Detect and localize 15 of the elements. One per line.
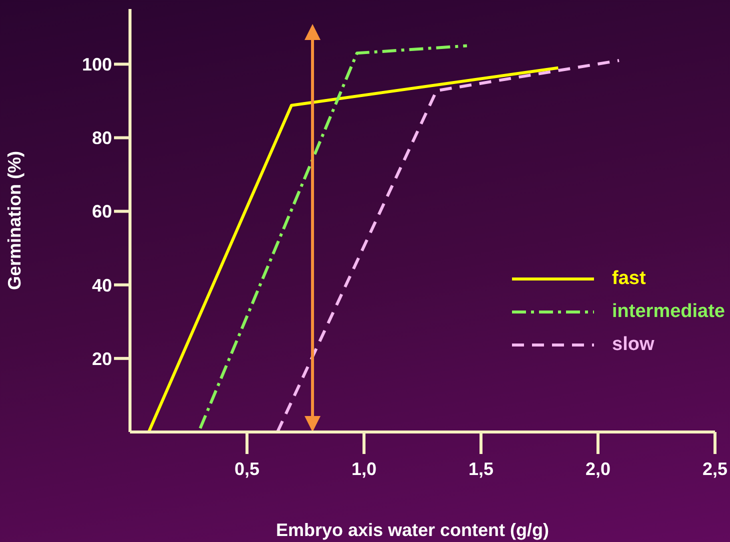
y-tick-label: 60 [92, 202, 112, 222]
y-tick-label: 20 [92, 348, 112, 369]
x-tick-label: 2,5 [702, 458, 728, 479]
x-tick-label: 2,0 [585, 458, 611, 479]
x-tick-label: 1,5 [468, 458, 494, 479]
x-tick-label: 0,5 [234, 458, 260, 479]
y-tick-label: 80 [92, 128, 112, 148]
legend-label: fast [612, 268, 646, 290]
y-axis-title: Germination (%) [4, 150, 24, 290]
x-axis-title: Embryo axis water content (g/g) [276, 520, 550, 540]
legend-label: slow [612, 334, 654, 356]
legend-label: intermediate [612, 300, 725, 322]
x-tick-label: 1,0 [351, 458, 377, 479]
y-tick-label: 40 [92, 275, 112, 296]
y-tick-label: 100 [82, 54, 112, 75]
